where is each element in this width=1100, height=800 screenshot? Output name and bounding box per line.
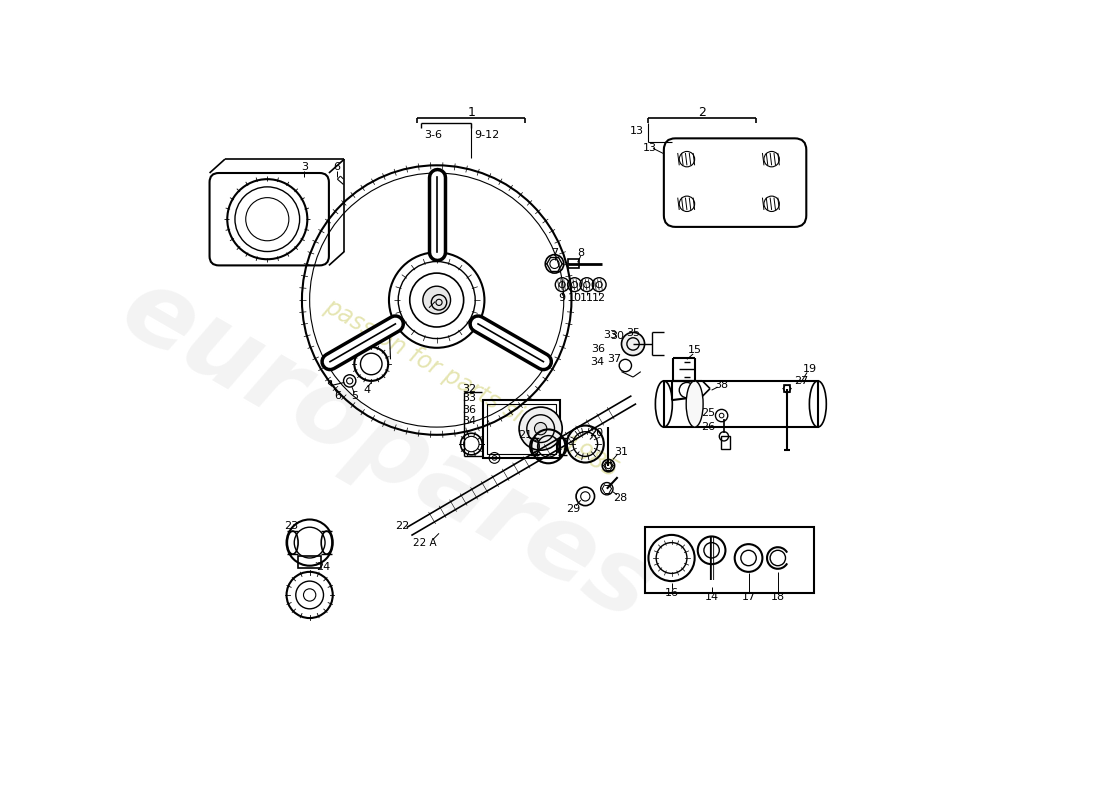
Text: 3-6: 3-6 (424, 130, 442, 139)
Bar (664, 381, 818, 427)
Text: 9-12: 9-12 (474, 130, 499, 139)
Text: 22: 22 (395, 521, 409, 530)
Text: 24: 24 (317, 562, 331, 572)
Bar (483, 400, 560, 458)
Circle shape (519, 407, 562, 450)
Bar (569, 259, 579, 269)
Text: 13: 13 (630, 126, 644, 137)
Bar (298, 557, 321, 568)
Text: 23: 23 (284, 521, 298, 530)
Text: 33: 33 (462, 393, 476, 403)
Text: 18: 18 (771, 591, 785, 602)
Circle shape (422, 286, 451, 314)
Text: 37: 37 (607, 354, 620, 364)
Text: 38: 38 (715, 380, 728, 390)
Text: 20: 20 (588, 428, 603, 438)
Text: 12: 12 (592, 293, 606, 302)
Bar (645, 527, 814, 593)
Text: 36: 36 (462, 405, 476, 415)
Text: 32: 32 (462, 384, 476, 394)
Text: 11: 11 (580, 293, 594, 302)
Text: 21: 21 (518, 430, 532, 440)
Text: 22 A: 22 A (414, 538, 437, 547)
Text: 34: 34 (591, 357, 605, 366)
Text: 15: 15 (688, 345, 702, 355)
Text: 6: 6 (333, 162, 340, 172)
Text: 1: 1 (468, 106, 475, 119)
Text: 14: 14 (704, 591, 718, 602)
Text: 10: 10 (568, 293, 582, 302)
Text: 4: 4 (364, 385, 371, 395)
Text: 13: 13 (644, 143, 657, 154)
Text: 8: 8 (578, 248, 584, 258)
Text: 9: 9 (559, 293, 565, 302)
Text: 19: 19 (803, 364, 817, 374)
Text: 25: 25 (702, 408, 716, 418)
Text: 16: 16 (664, 588, 679, 598)
Text: 31: 31 (615, 446, 628, 457)
Bar (720, 436, 730, 449)
Text: 6: 6 (334, 391, 341, 402)
Text: 28: 28 (614, 493, 628, 503)
Text: 30: 30 (610, 331, 625, 342)
Ellipse shape (686, 381, 703, 427)
Text: 27: 27 (794, 376, 808, 386)
Text: 34: 34 (462, 416, 476, 426)
Text: 3: 3 (300, 162, 308, 172)
Bar (486, 404, 556, 454)
Text: 5: 5 (351, 391, 358, 402)
Text: 36: 36 (592, 343, 605, 354)
Circle shape (621, 332, 645, 355)
Text: 2: 2 (698, 106, 706, 119)
Text: 29: 29 (565, 504, 580, 514)
Text: 35: 35 (626, 328, 640, 338)
Text: passion for parts since 1985: passion for parts since 1985 (320, 294, 623, 482)
Text: europarеs: europarеs (103, 258, 670, 643)
Circle shape (535, 422, 547, 435)
Text: 33: 33 (603, 330, 617, 340)
Bar (784, 385, 790, 393)
Text: 17: 17 (741, 591, 756, 602)
Text: 26: 26 (702, 422, 716, 432)
Text: 7: 7 (551, 248, 558, 258)
